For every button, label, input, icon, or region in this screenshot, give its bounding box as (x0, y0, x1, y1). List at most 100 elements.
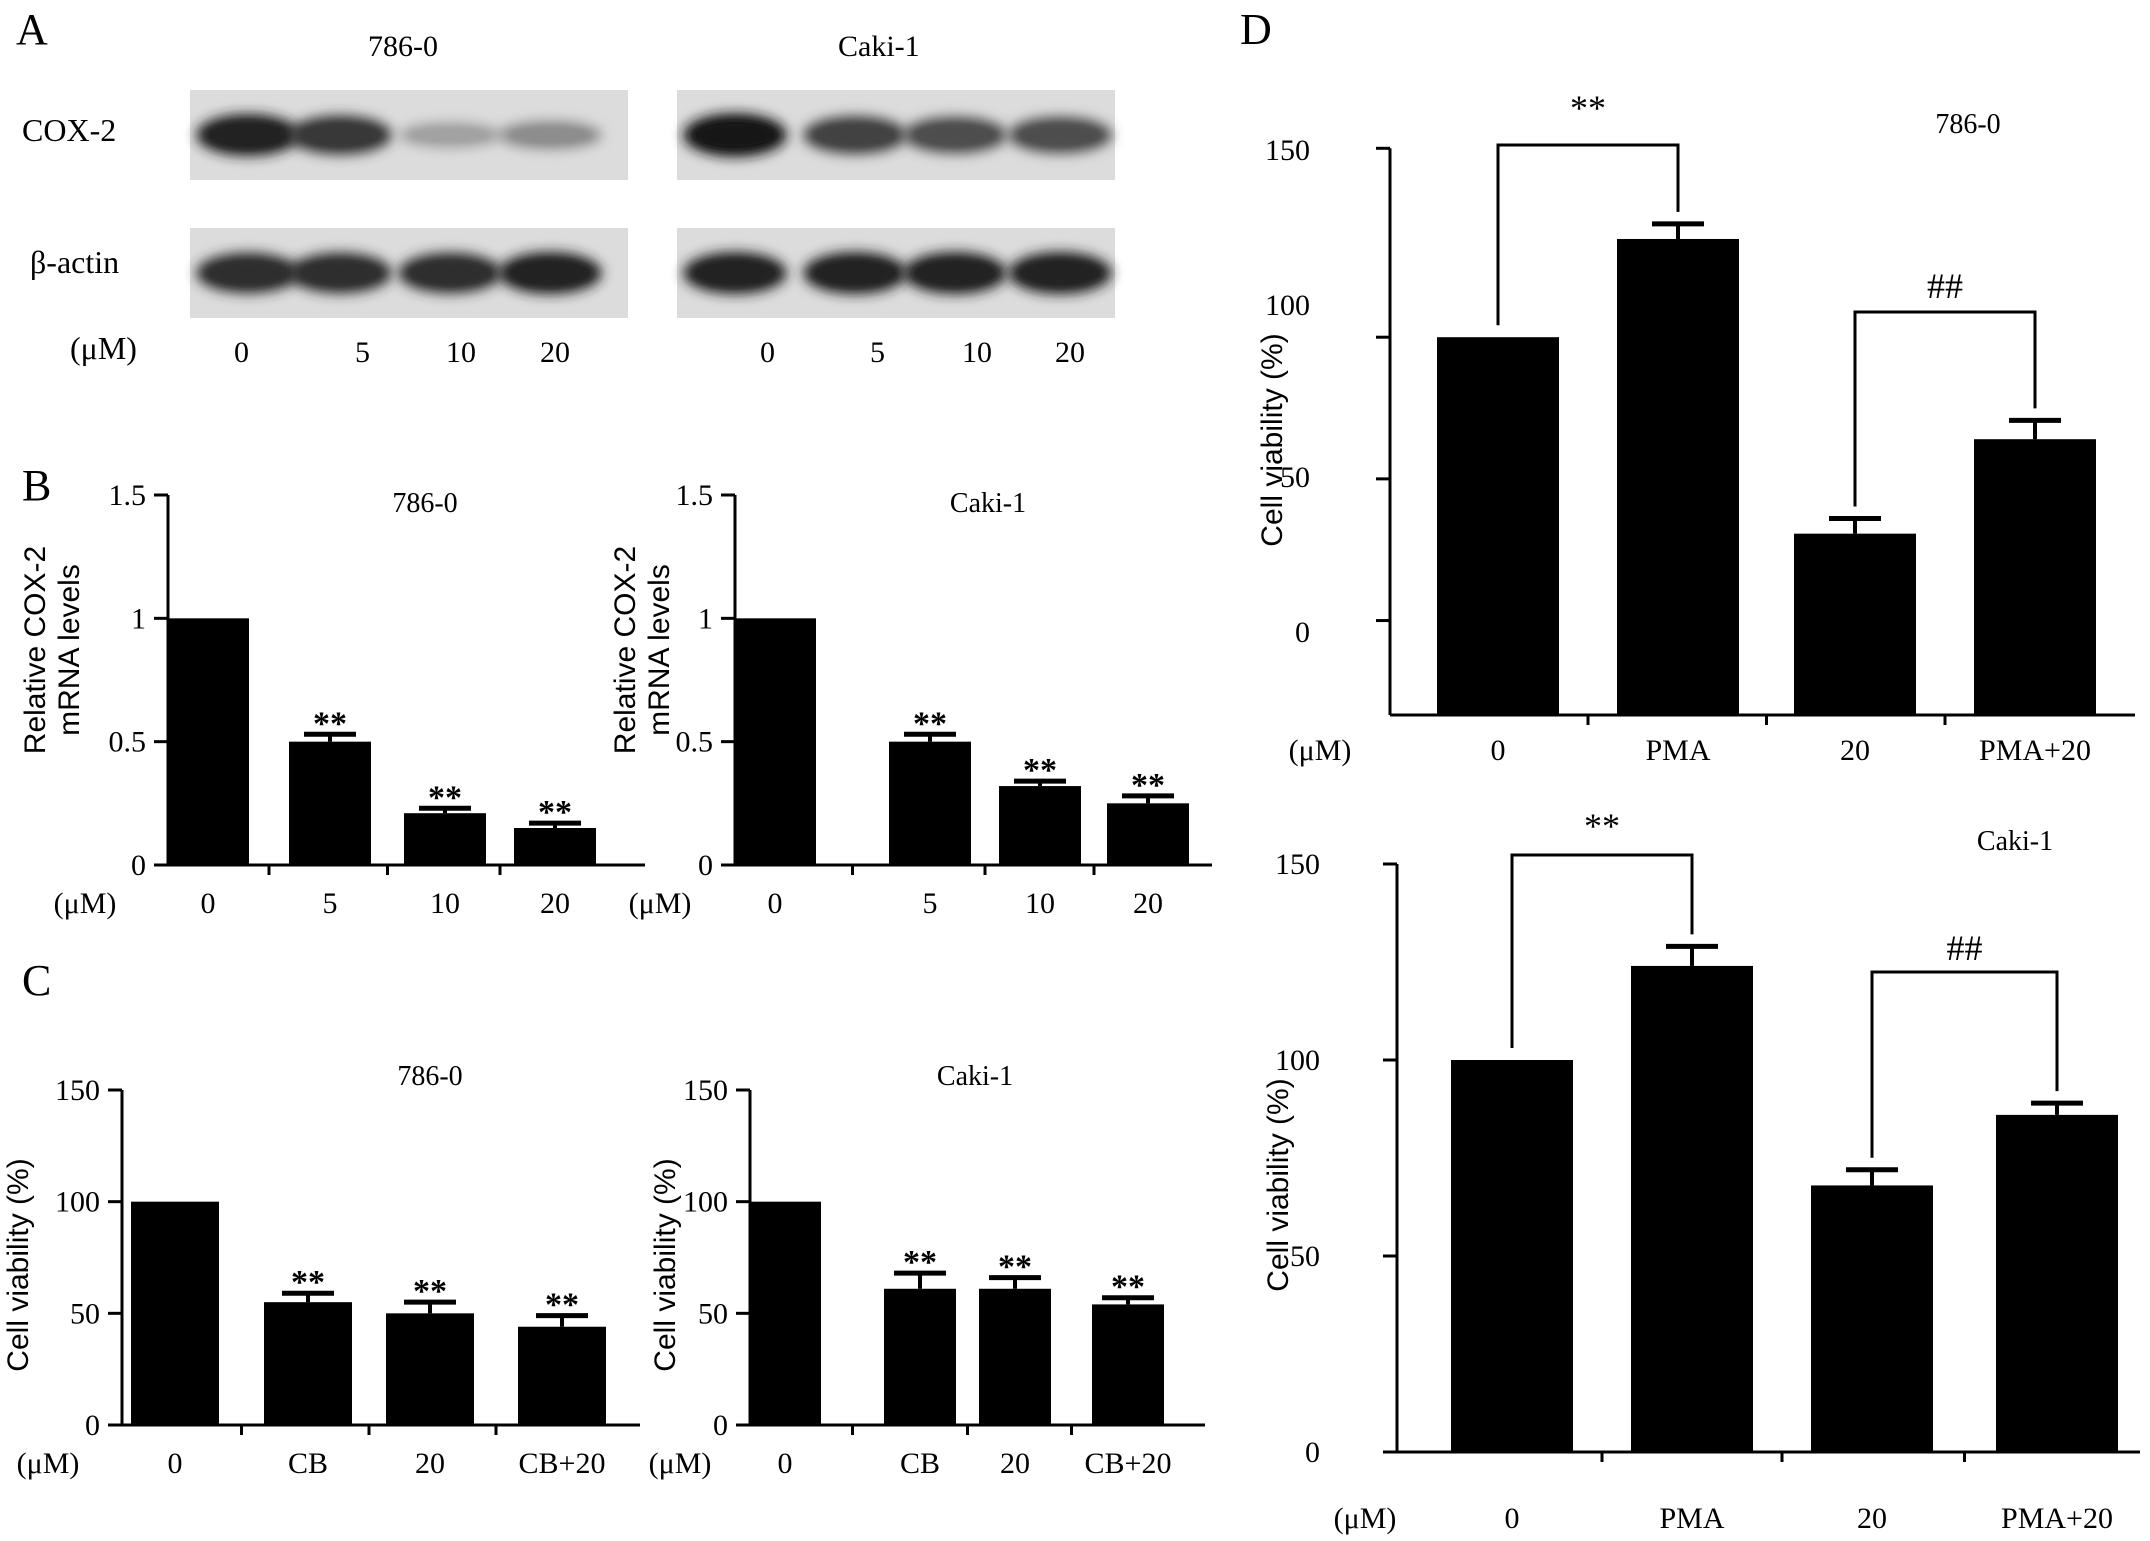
panel-label-c: C (22, 956, 52, 1005)
significance-marker: ** (538, 794, 572, 831)
significance-marker: ** (291, 1264, 325, 1301)
bar (167, 618, 249, 865)
y-tick-label: 50 (698, 1297, 728, 1330)
y-tick-label: 100 (55, 1186, 100, 1219)
y-tick-label: 1.5 (676, 479, 714, 512)
y-tick-label: 100 (1275, 1044, 1320, 1077)
blot-unit-label: (μM) (70, 330, 137, 366)
y-tick-label: 50 (70, 1297, 100, 1330)
bar (289, 741, 371, 865)
blot-band-cox2-core (410, 127, 490, 143)
bar (1631, 965, 1753, 1452)
chart-d1: 0 50 100 150 0 PMA 20 PMA+20 ** ## 786-0 (μM) Cell v… (1256, 88, 2135, 767)
blot2-lane-label: 10 (962, 336, 992, 369)
x-tick-label: PMA (1645, 734, 1710, 767)
x-tick-label: PMA+20 (1979, 734, 2091, 767)
blot-band-cox2-core (915, 124, 995, 146)
bar (749, 1201, 821, 1425)
x-tick-label: 5 (323, 887, 338, 920)
x-tick-label: 20 (1840, 734, 1870, 767)
x-tick-label: PMA+20 (2001, 1502, 2113, 1535)
chart-title: Caki-1 (937, 1061, 1013, 1092)
chart-c2: 0 50 100 150 0 ** CB ** 20 ** CB+20 Caki-1 (μM) Cell … (649, 1061, 1205, 1480)
chart-b2: 0 0.5 1 1.5 0 ** 5 ** 10 ** 20 Caki-1 (μM) Relative C… (609, 479, 1212, 920)
significance-bracket (1510, 853, 1694, 1048)
panel-label-b: B (22, 461, 52, 510)
bar (404, 813, 486, 865)
y-axis-label: Relative COX-2mRNA levels (19, 546, 86, 754)
x-unit-label: (μM) (54, 887, 117, 920)
significance-marker: ** (1570, 88, 1606, 128)
significance-marker: ** (1023, 752, 1057, 789)
y-tick-label: 0 (713, 1409, 728, 1442)
y-axis-label: Cell viability (%) (649, 1158, 682, 1371)
blot-band-cox2-core (695, 122, 775, 148)
x-tick-label: 0 (168, 1447, 183, 1480)
x-tick-label: CB (900, 1447, 940, 1480)
chart-title: 786-0 (1935, 109, 2000, 140)
bar (386, 1313, 474, 1425)
chart-b1: 0 0.5 1 1.5 0 ** 5 ** 10 ** 20 786-0 (μM) Relative CO… (19, 479, 645, 920)
x-tick-label: 10 (1025, 887, 1055, 920)
bar (264, 1302, 352, 1425)
x-unit-label: (μM) (1289, 734, 1352, 767)
x-tick-label: 20 (540, 887, 570, 920)
y-tick-label: 1.5 (109, 479, 147, 512)
blot-band-actin-core (695, 260, 775, 286)
x-unit-label: (μM) (1334, 1502, 1397, 1535)
x-tick-label: 5 (923, 887, 938, 920)
x-tick-label: PMA (1659, 1502, 1724, 1535)
bar (1451, 1060, 1573, 1452)
x-tick-label: 0 (1491, 734, 1506, 767)
blot1-lane-label: 20 (540, 336, 570, 369)
y-tick-label: 100 (683, 1186, 728, 1219)
significance-marker: ** (545, 1287, 579, 1324)
x-tick-label: CB+20 (519, 1447, 606, 1480)
significance-marker: ** (998, 1249, 1032, 1286)
blot1-lane-label: 0 (234, 336, 249, 369)
significance-marker: ** (413, 1273, 447, 1310)
x-tick-label: 20 (1857, 1502, 1887, 1535)
y-axis-label: Cell viability (%) (2, 1158, 35, 1371)
panel-label-d: D (1240, 5, 1272, 54)
significance-marker: ** (1584, 806, 1620, 846)
x-tick-label: 0 (1505, 1502, 1520, 1535)
significance-marker: ## (1927, 266, 1963, 306)
panel-label-a: A (16, 5, 48, 54)
blot-title-786-0: 786-0 (368, 30, 438, 63)
significance-marker: ** (913, 705, 947, 742)
bar (131, 1201, 219, 1425)
blot-band-actin-core (208, 260, 288, 286)
blot-band-actin-core (815, 260, 895, 286)
bar (1794, 533, 1916, 715)
chart-title: Caki-1 (950, 488, 1026, 519)
x-tick-label: CB (288, 1447, 328, 1480)
bar (1974, 439, 2096, 715)
blot-band-cox2-core (510, 126, 590, 144)
bar (1996, 1114, 2118, 1452)
y-tick-label: 50 (1280, 461, 1310, 494)
bar (884, 1288, 956, 1425)
significance-marker: ## (1947, 928, 1983, 968)
y-axis-label: Cell viability (%) (1256, 333, 1289, 546)
significance-marker: ** (903, 1244, 937, 1281)
significance-bracket (1870, 970, 2059, 1158)
blot-row-label-cox2: COX-2 (22, 112, 117, 148)
blot2-lane-label: 5 (870, 336, 885, 369)
y-tick-label: 150 (1265, 134, 1310, 167)
y-tick-label: 0 (1295, 616, 1310, 649)
y-tick-label: 150 (683, 1074, 728, 1107)
x-tick-label: 10 (430, 887, 460, 920)
blot-band-actin-core (300, 260, 380, 286)
chart-title: 786-0 (397, 1061, 462, 1092)
bar (999, 786, 1081, 865)
x-tick-label: 20 (1133, 887, 1163, 920)
blot-row-label-actin: β-actin (30, 244, 120, 280)
bar (1107, 803, 1189, 865)
y-tick-label: 50 (1290, 1240, 1320, 1273)
blot1-lane-label: 10 (446, 336, 476, 369)
y-tick-label: 1 (131, 602, 146, 635)
y-tick-label: 0 (85, 1409, 100, 1442)
significance-marker: ** (1131, 767, 1165, 804)
